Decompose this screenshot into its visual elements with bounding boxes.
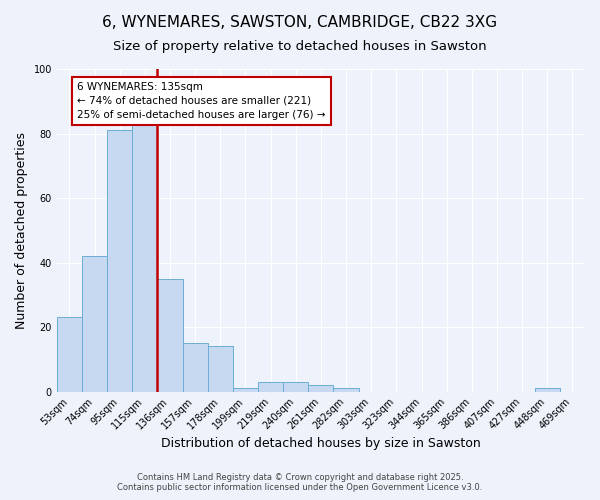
Y-axis label: Number of detached properties: Number of detached properties — [15, 132, 28, 329]
Bar — [182, 344, 208, 392]
Text: Size of property relative to detached houses in Sawston: Size of property relative to detached ho… — [113, 40, 487, 53]
Bar — [132, 120, 157, 392]
Bar — [57, 318, 82, 392]
Text: Contains HM Land Registry data © Crown copyright and database right 2025.
Contai: Contains HM Land Registry data © Crown c… — [118, 473, 482, 492]
Bar — [107, 130, 132, 392]
Text: 6, WYNEMARES, SAWSTON, CAMBRIDGE, CB22 3XG: 6, WYNEMARES, SAWSTON, CAMBRIDGE, CB22 3… — [103, 15, 497, 30]
Bar — [308, 385, 334, 392]
Bar — [233, 388, 258, 392]
Bar — [258, 382, 283, 392]
Bar — [157, 278, 182, 392]
Bar — [82, 256, 107, 392]
Text: 6 WYNEMARES: 135sqm
← 74% of detached houses are smaller (221)
25% of semi-detac: 6 WYNEMARES: 135sqm ← 74% of detached ho… — [77, 82, 325, 120]
X-axis label: Distribution of detached houses by size in Sawston: Distribution of detached houses by size … — [161, 437, 481, 450]
Bar — [283, 382, 308, 392]
Bar — [535, 388, 560, 392]
Bar — [334, 388, 359, 392]
Bar — [208, 346, 233, 392]
